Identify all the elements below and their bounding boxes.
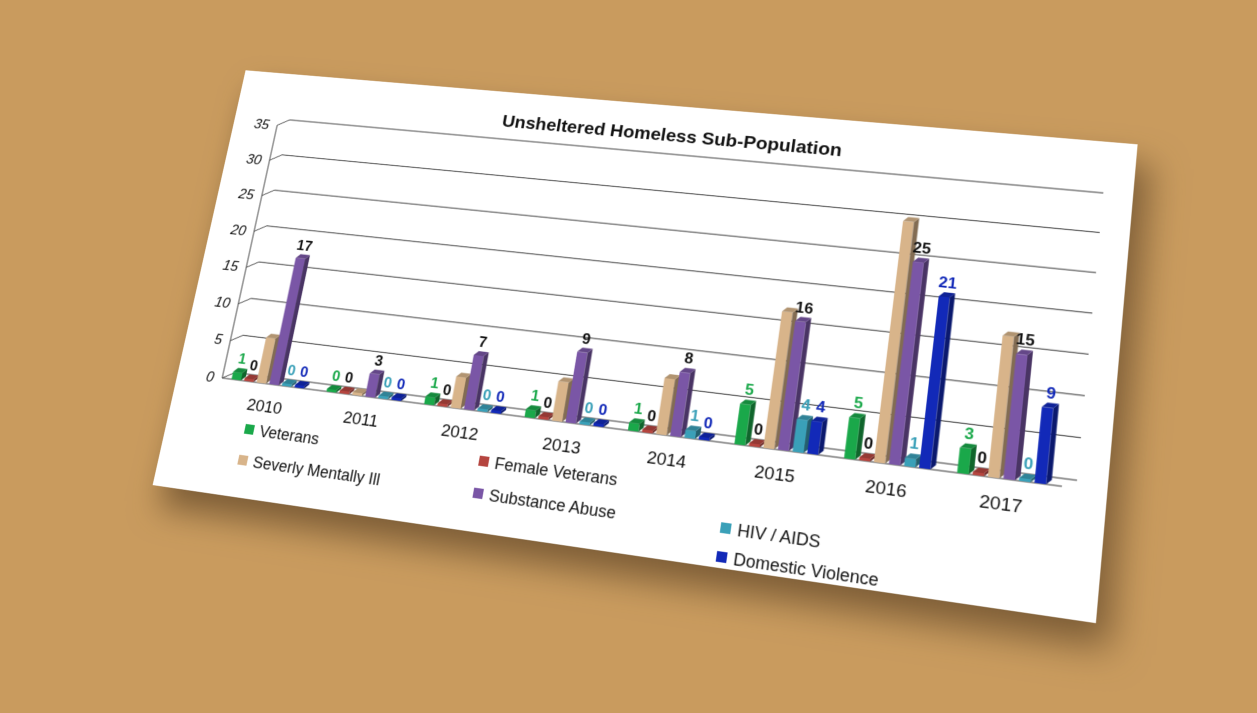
data-label: 0 (583, 400, 594, 418)
bar (524, 409, 537, 419)
data-label: 17 (295, 238, 314, 255)
data-label: 1 (908, 435, 919, 454)
data-label: 9 (1045, 384, 1056, 403)
data-label: 0 (330, 368, 341, 385)
data-label: 5 (744, 382, 755, 400)
bar-top (558, 376, 574, 383)
x-tick-label: 2013 (541, 434, 582, 458)
data-label: 1 (689, 408, 700, 427)
data-label: 15 (1015, 331, 1036, 351)
bar (903, 457, 917, 468)
bar (365, 373, 380, 398)
data-label: 7 (477, 334, 488, 352)
bar-top (577, 347, 593, 353)
y-tick-label: 20 (228, 222, 247, 239)
data-label: 9 (581, 330, 592, 348)
x-tick-label: 2011 (342, 408, 380, 431)
data-label: 1 (633, 401, 644, 419)
bar (538, 416, 549, 421)
y-tick-label: 15 (221, 258, 240, 275)
bar-top (525, 404, 542, 411)
data-label: 0 (646, 408, 657, 426)
legend-swatch (719, 522, 732, 535)
y-tick-label: 35 (253, 117, 272, 133)
bar (424, 396, 436, 406)
y-tick-label: 25 (236, 187, 256, 204)
x-tick-label: 2010 (245, 395, 284, 418)
bar (477, 408, 488, 413)
legend-swatch (472, 487, 484, 500)
bar (491, 410, 502, 414)
data-label: 0 (395, 376, 406, 394)
data-label: 0 (441, 382, 452, 400)
data-label: 0 (863, 435, 874, 454)
data-label: 0 (1023, 455, 1034, 475)
data-label: 0 (248, 358, 259, 375)
bar (565, 351, 588, 424)
bar-top (538, 411, 555, 418)
data-label: 0 (597, 401, 608, 419)
chart-card: Unsheltered Homeless Sub-Population 0 5 10… (43, 9, 1257, 713)
bar-side (500, 407, 507, 414)
data-label: 0 (753, 421, 764, 440)
data-label: 21 (938, 274, 958, 293)
data-label: 1 (429, 375, 440, 393)
data-label: 0 (702, 415, 713, 434)
data-label: 0 (976, 449, 987, 468)
legend-swatch (715, 550, 728, 564)
data-label: 3 (963, 425, 974, 444)
x-tick-label: 2012 (440, 421, 480, 445)
data-label: 4 (815, 398, 826, 417)
legend-swatch (478, 455, 490, 467)
bar (231, 371, 243, 381)
y-tick-label: 10 (213, 294, 232, 312)
data-label: 0 (495, 389, 506, 407)
data-label: 25 (912, 240, 932, 259)
data-label: 8 (683, 350, 694, 368)
data-label: 1 (529, 388, 540, 406)
bar (684, 429, 697, 439)
bar-top (491, 406, 507, 412)
x-tick-label: 2014 (645, 448, 687, 473)
data-label: 0 (481, 387, 492, 405)
bar (627, 422, 640, 432)
data-label: 0 (382, 375, 393, 393)
data-label: 4 (800, 397, 811, 416)
y-tick-label: 0 (204, 369, 215, 386)
chart-paper (152, 70, 1138, 624)
y-tick-label: 30 (245, 152, 263, 169)
data-label: 5 (853, 395, 864, 414)
chart: Unsheltered Homeless Sub-Population 0510… (152, 70, 1138, 624)
data-label: 1 (237, 351, 248, 368)
data-label: 0 (299, 364, 310, 381)
data-label: 0 (343, 370, 354, 388)
data-label: 0 (286, 362, 297, 379)
bar-side (487, 404, 494, 413)
data-label: 3 (373, 353, 384, 370)
data-label: 16 (794, 299, 814, 318)
data-label: 0 (542, 395, 553, 413)
